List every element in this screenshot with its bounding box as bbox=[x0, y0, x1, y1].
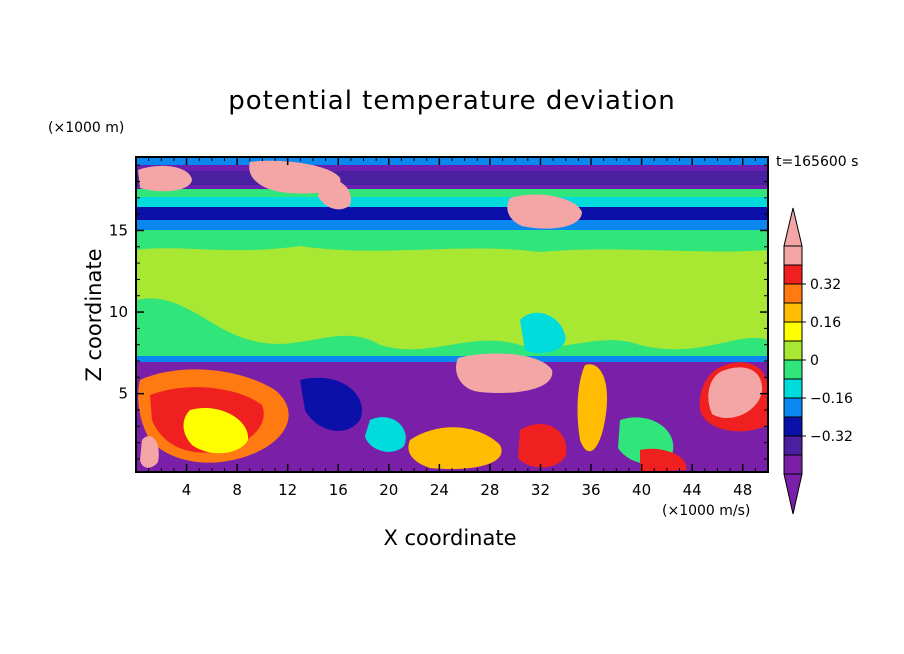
colorbar-label: −0.16 bbox=[810, 391, 853, 407]
colorbar-swatch bbox=[783, 302, 803, 323]
band-navy-upper bbox=[136, 207, 768, 220]
x-tick-label: 24 bbox=[430, 481, 449, 499]
y-tick-label: 10 bbox=[109, 303, 128, 321]
colorbar-swatch bbox=[783, 340, 803, 361]
x-axis-label: X coordinate bbox=[383, 526, 517, 550]
colorbar-upper-extend bbox=[783, 207, 803, 247]
x-tick-label: 36 bbox=[581, 481, 600, 499]
blob-pink-far-right bbox=[708, 367, 763, 419]
colorbar-swatch bbox=[783, 359, 803, 380]
blob-red-center bbox=[518, 424, 567, 468]
contour-field bbox=[136, 157, 768, 472]
x-tick-label: 16 bbox=[329, 481, 348, 499]
mid-cyan-patch bbox=[520, 312, 566, 354]
x-axis: 4 8 12 16 20 24 28 32 36 40 44 48 bbox=[148, 157, 756, 499]
y-tick-label: 5 bbox=[118, 385, 128, 403]
x-unit-label: (×1000 m/s) bbox=[662, 503, 751, 519]
plume-gold bbox=[577, 364, 608, 452]
blob-red-right bbox=[640, 448, 687, 472]
colorbar-swatch bbox=[783, 283, 803, 304]
colorbar-label: 0.32 bbox=[810, 277, 841, 293]
colorbar-swatch bbox=[783, 245, 803, 266]
x-tick-label: 32 bbox=[531, 481, 550, 499]
colorbar: 0.32 0.16 0 −0.16 −0.32 bbox=[783, 207, 853, 515]
band-indigo-upper bbox=[136, 171, 768, 185]
colorbar-swatch bbox=[783, 435, 803, 456]
upper-pink-2 bbox=[249, 160, 341, 194]
chart-title: potential temperature deviation bbox=[228, 86, 676, 116]
blob-yellow-left bbox=[183, 408, 249, 454]
x-tick-label: 12 bbox=[278, 481, 297, 499]
mid-teal-bottom bbox=[136, 298, 768, 358]
colorbar-swatch bbox=[783, 416, 803, 437]
blob-gold-1 bbox=[408, 427, 502, 470]
colorbar-swatch bbox=[783, 454, 803, 475]
colorbar-swatch bbox=[783, 264, 803, 285]
band-green-upper bbox=[136, 189, 768, 197]
x-tick-label: 20 bbox=[379, 481, 398, 499]
band-transition bbox=[136, 356, 768, 362]
upper-pink-1 bbox=[138, 165, 192, 192]
x-tick-label: 44 bbox=[683, 481, 702, 499]
y-axis: 5 10 15 bbox=[109, 164, 768, 460]
y-tick-label: 15 bbox=[109, 221, 128, 239]
colorbar-label: −0.32 bbox=[810, 429, 853, 445]
colorbar-swatch bbox=[783, 397, 803, 418]
upper-pink-4 bbox=[507, 194, 582, 229]
mid-teal-top bbox=[136, 230, 768, 252]
time-label: t=165600 s bbox=[776, 154, 859, 170]
upper-pink-3 bbox=[318, 179, 351, 210]
colorbar-label: 0.16 bbox=[810, 315, 841, 331]
blob-pink-center bbox=[456, 353, 553, 394]
band-blue-lower bbox=[136, 220, 768, 230]
x-tick-label: 48 bbox=[733, 481, 752, 499]
blob-pink-left bbox=[140, 436, 159, 468]
mid-green-field bbox=[136, 230, 768, 358]
x-tick-label: 8 bbox=[232, 481, 242, 499]
blob-cyan-1 bbox=[365, 417, 406, 452]
x-tick-label: 28 bbox=[480, 481, 499, 499]
blob-navy-1 bbox=[300, 377, 362, 431]
x-tick-label: 4 bbox=[182, 481, 192, 499]
colorbar-lower-extend bbox=[783, 473, 803, 515]
band-cyan-upper bbox=[136, 197, 768, 207]
colorbar-swatch bbox=[783, 321, 803, 342]
colorbar-swatch bbox=[783, 378, 803, 399]
x-tick-label: 40 bbox=[632, 481, 651, 499]
colorbar-label: 0 bbox=[810, 353, 819, 369]
y-unit-label: (×1000 m) bbox=[48, 120, 125, 136]
